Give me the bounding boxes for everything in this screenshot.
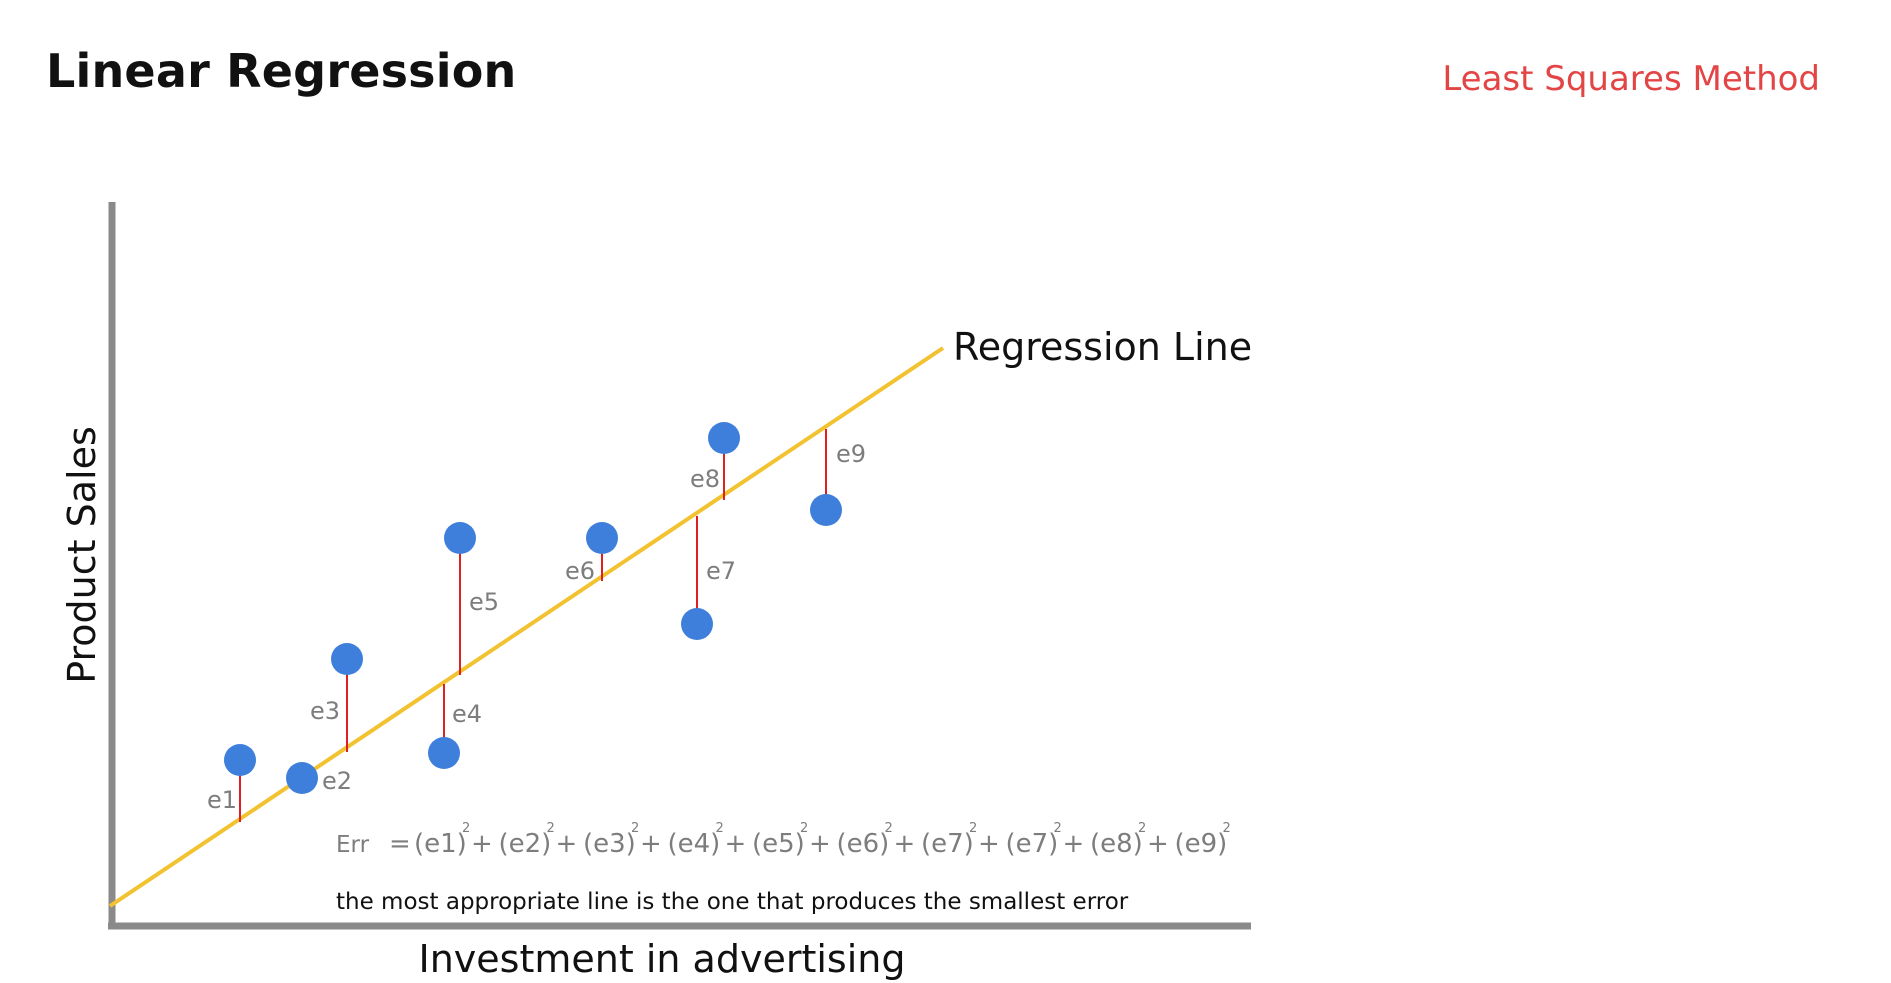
formula-term: (e8) [1090, 829, 1143, 859]
formula-exponent: 2 [547, 821, 555, 836]
error-label-e2: e2 [322, 767, 352, 795]
error-label-e9: e9 [836, 440, 866, 468]
formula-plus: + [894, 829, 916, 859]
formula-plus: + [978, 829, 1000, 859]
error-label-e5: e5 [469, 588, 499, 616]
y-axis-label: Product Sales [60, 426, 104, 684]
error-label-e7: e7 [706, 557, 736, 585]
formula-exponent: 2 [1138, 821, 1146, 836]
subtitle: Least Squares Method [1442, 59, 1820, 99]
page-title: Linear Regression [46, 44, 517, 98]
error-note: the most appropriate line is the one tha… [336, 889, 1129, 915]
formula-term: (e7) [921, 829, 974, 859]
data-point [586, 522, 618, 554]
formula-exponent: 2 [885, 821, 893, 836]
formula-term: (e2) [499, 829, 552, 859]
error-label-e4: e4 [452, 700, 482, 728]
formula-plus: + [556, 829, 578, 859]
formula-term: (e1) [414, 829, 467, 859]
formula-plus: + [1147, 829, 1169, 859]
formula-term: (e9) [1175, 829, 1228, 859]
data-point [224, 744, 256, 776]
formula-term: (e5) [752, 829, 805, 859]
formula-exponent: 2 [1223, 821, 1231, 836]
data-points [224, 422, 842, 794]
data-point [708, 422, 740, 454]
formula-term: (e7) [1006, 829, 1059, 859]
formula-exponent: 2 [631, 821, 639, 836]
formula-terms: (e1)2+ (e2)2+ (e3)2+ (e4)2+ (e5)2+ (e6)2+ (e7)… [414, 821, 1231, 859]
formula-exponent: 2 [462, 821, 470, 836]
x-axis-label: Investment in advertising [419, 937, 906, 981]
data-point [681, 608, 713, 640]
error-label-e6: e6 [565, 557, 595, 585]
formula-plus: + [809, 829, 831, 859]
formula-exponent: 2 [716, 821, 724, 836]
data-point [331, 643, 363, 675]
formula-plus: + [1063, 829, 1085, 859]
formula-plus: + [725, 829, 747, 859]
error-label-e1: e1 [207, 786, 237, 814]
regression-line-label: Regression Line [953, 325, 1252, 369]
formula-plus: + [471, 829, 493, 859]
error-formula: Err = (e1)2+ (e2)2+ (e3)2+ (e4)2+ (e5)2+ (e6)… [336, 821, 1231, 859]
formula-term: (e6) [837, 829, 890, 859]
regression-line [108, 346, 945, 908]
formula-term: (e3) [583, 829, 636, 859]
error-segments [239, 429, 827, 822]
data-point [428, 737, 460, 769]
formula-lhs: Err [336, 832, 370, 858]
formula-exponent: 2 [1054, 821, 1062, 836]
formula-equals: = [389, 829, 411, 859]
data-point [286, 762, 318, 794]
formula-exponent: 2 [800, 821, 808, 836]
error-label-e8: e8 [690, 465, 720, 493]
data-point [810, 494, 842, 526]
formula-plus: + [640, 829, 662, 859]
error-label-e3: e3 [310, 697, 340, 725]
formula-term: (e4) [668, 829, 721, 859]
data-point [444, 522, 476, 554]
formula-exponent: 2 [969, 821, 977, 836]
